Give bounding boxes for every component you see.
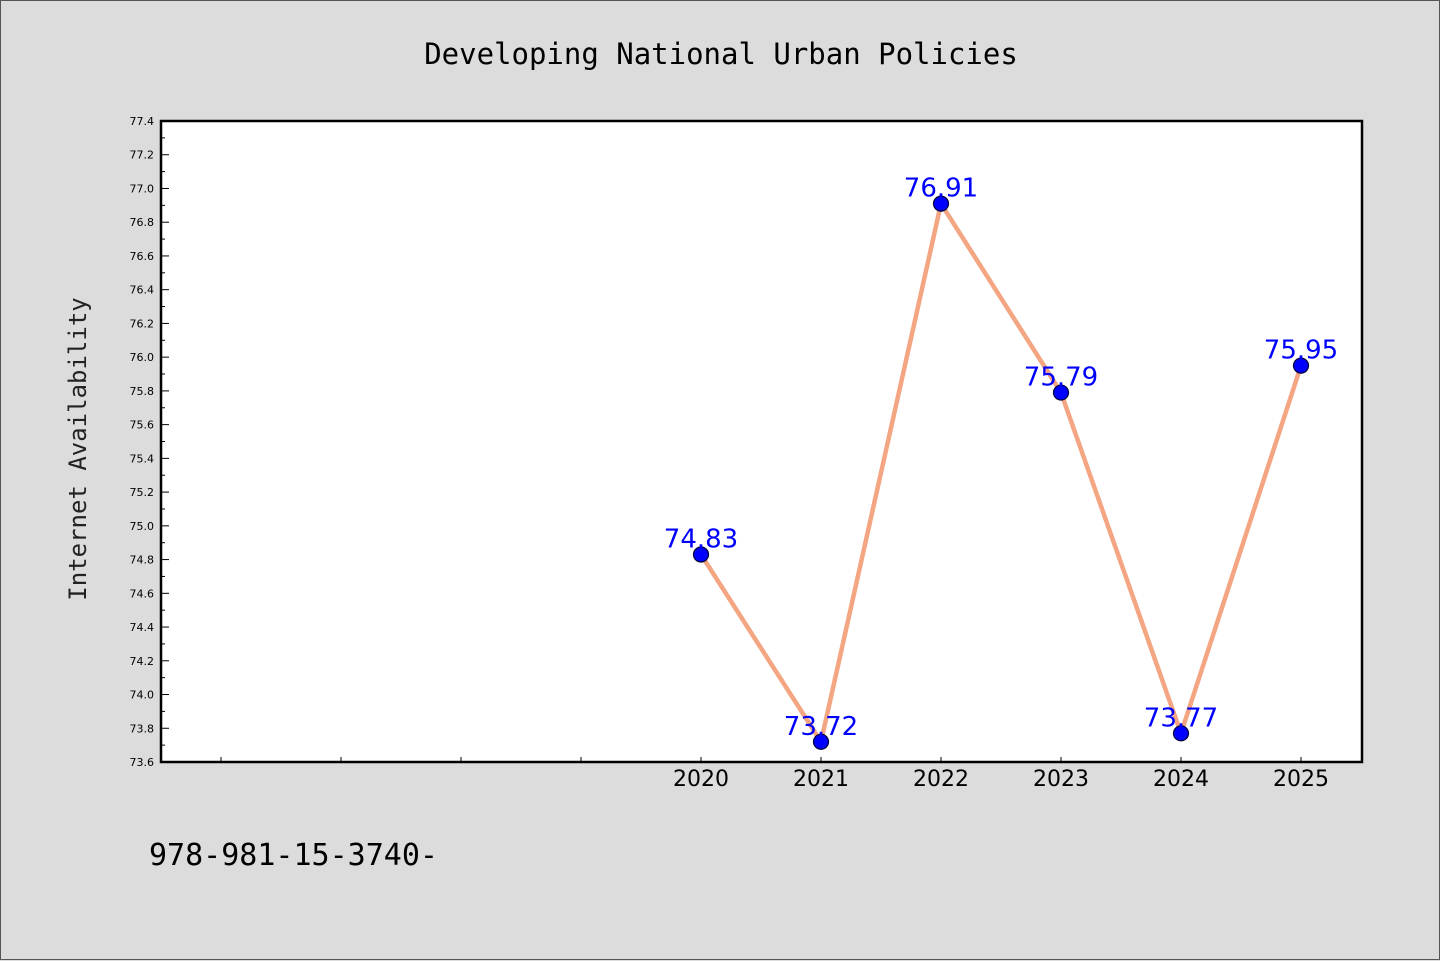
data-label: 73.77 — [1144, 703, 1218, 733]
y-tick-label: 73.8 — [130, 722, 155, 735]
y-tick-label: 75.8 — [130, 385, 155, 398]
axis-ticks: 73.6 73.8 74.0 74.2 74.4 74.6 74.8 75.0 75.2 75.4… — [130, 115, 1330, 792]
y-axis-label: Internet Availability — [64, 297, 92, 600]
data-point — [812, 733, 830, 750]
data-point — [1172, 725, 1190, 742]
x-tick-label: 2025 — [1273, 767, 1329, 792]
series-line — [698, 201, 1304, 745]
x-tick-label: 2024 — [1153, 767, 1209, 792]
data-label: 73.72 — [784, 712, 858, 742]
y-tick-label: 75.2 — [130, 486, 155, 499]
y-tick-label: 74.2 — [130, 655, 155, 668]
series-layer: 74.83 73.72 76.91 75.79 73.77 75.95 — [664, 174, 1338, 750]
y-tick-label: 77.4 — [130, 115, 155, 128]
y-tick-label: 76.6 — [130, 250, 155, 263]
y-tick-label: 75.0 — [130, 520, 155, 533]
y-tick-label: 74.4 — [130, 621, 155, 634]
y-tick-label: 76.0 — [130, 351, 155, 364]
y-tick-label: 76.4 — [130, 284, 155, 297]
x-tick-label: 2023 — [1033, 767, 1089, 792]
x-tick-label: 2022 — [913, 767, 969, 792]
plot-border — [159, 119, 1364, 764]
data-point — [932, 195, 950, 212]
data-point — [1292, 357, 1310, 374]
chart-title: Developing National Urban Policies — [424, 37, 1018, 71]
y-tick-label: 75.4 — [130, 452, 155, 465]
y-tick-label: 76.2 — [130, 317, 155, 330]
data-label: 74.83 — [664, 525, 738, 555]
data-point — [692, 546, 710, 563]
footnote-text: 978-981-15-3740- — [149, 838, 438, 873]
y-tick-label: 77.0 — [130, 182, 155, 195]
y-tick-label: 74.6 — [130, 587, 155, 600]
y-tick-label: 75.6 — [130, 419, 155, 432]
y-tick-label: 74.0 — [130, 689, 155, 702]
data-label: 76.91 — [904, 174, 978, 204]
plot-area — [161, 121, 1362, 762]
y-tick-label: 77.2 — [130, 149, 155, 162]
data-point — [1052, 384, 1070, 401]
y-tick-label: 73.6 — [130, 756, 155, 769]
data-label: 75.95 — [1264, 336, 1338, 366]
x-tick-label: 2020 — [673, 767, 729, 792]
y-tick-label: 76.8 — [130, 216, 155, 229]
data-label: 75.79 — [1024, 363, 1098, 393]
y-tick-label: 74.8 — [130, 554, 155, 567]
x-tick-label: 2021 — [793, 767, 849, 792]
